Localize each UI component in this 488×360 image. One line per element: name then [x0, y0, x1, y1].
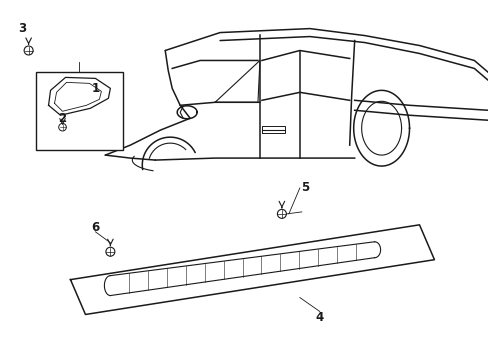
Text: 5: 5	[300, 181, 308, 194]
Bar	[36, 72, 123, 150]
Text: 2: 2	[59, 112, 66, 125]
Text: 4: 4	[315, 311, 323, 324]
Text: 6: 6	[91, 221, 100, 234]
Text: 3: 3	[19, 22, 27, 35]
Text: 1: 1	[91, 82, 99, 95]
